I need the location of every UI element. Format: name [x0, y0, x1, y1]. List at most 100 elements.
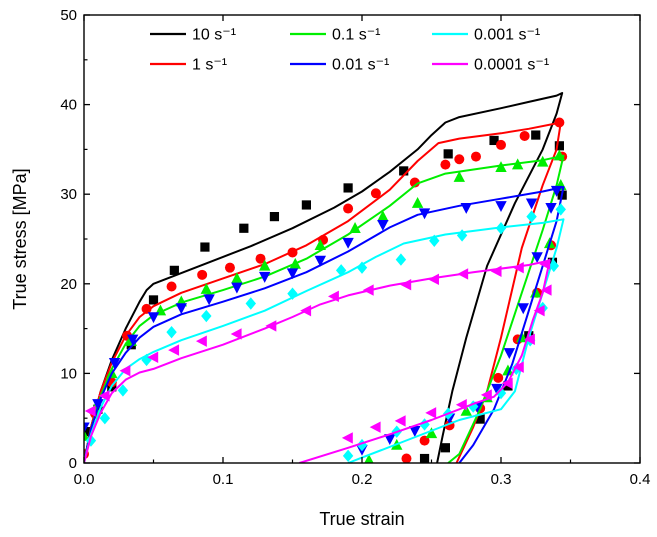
data-point	[341, 432, 353, 444]
data-point	[245, 297, 256, 310]
axes-frame	[83, 14, 641, 464]
data-point	[377, 210, 389, 222]
data-point	[553, 149, 566, 161]
data-point	[550, 185, 563, 197]
data-point	[231, 282, 243, 294]
data-point	[148, 295, 159, 305]
legend: 10 s⁻¹ 1 s⁻¹ 0.1 s⁻¹ 0.01 s⁻¹ 0.001 s⁻¹ 0.000…	[150, 27, 549, 74]
data-point	[548, 259, 560, 273]
data-point	[470, 151, 481, 162]
data-point	[491, 383, 503, 395]
data-point	[545, 202, 557, 214]
data-point	[526, 210, 537, 223]
data-point	[230, 328, 242, 340]
data-point	[335, 264, 347, 277]
data-point	[141, 303, 152, 314]
data-point	[531, 252, 543, 264]
series-line	[84, 154, 565, 463]
axes: 0.0 0.1 0.2 0.3 0.4 0 10 20 30 40 50	[60, 7, 650, 488]
data-point	[511, 158, 524, 170]
data-point	[141, 353, 152, 367]
data-point	[370, 188, 381, 199]
data-point	[554, 117, 565, 128]
data-point	[554, 141, 564, 151]
data-point	[418, 208, 431, 220]
data-point	[362, 284, 374, 296]
data-point	[490, 265, 502, 277]
data-point	[147, 312, 160, 324]
data-point	[224, 262, 235, 273]
y-tick-label: 50	[60, 7, 77, 24]
data-point	[343, 203, 354, 214]
data-point	[475, 414, 485, 424]
series-layer	[84, 92, 568, 463]
series-5	[84, 258, 552, 463]
data-point	[119, 365, 131, 377]
data-point	[301, 200, 311, 210]
x-tick-label: 0.0	[74, 471, 95, 488]
series-line	[84, 186, 565, 463]
data-point	[201, 309, 212, 323]
data-point	[454, 154, 465, 165]
data-point	[440, 443, 450, 453]
data-point	[197, 269, 208, 280]
data-point	[343, 183, 353, 193]
data-point	[457, 268, 469, 280]
data-point	[409, 426, 421, 437]
data-point	[425, 407, 437, 419]
data-point	[429, 234, 440, 247]
legend-label: 0.1 s⁻¹	[332, 27, 380, 44]
data-point	[460, 404, 472, 416]
data-point	[495, 161, 507, 173]
data-point	[84, 429, 90, 441]
data-point	[92, 399, 104, 411]
data-point	[400, 278, 412, 291]
data-point	[399, 166, 409, 176]
data-point	[314, 239, 326, 250]
x-axis-title: True strain	[319, 509, 404, 529]
data-point	[231, 272, 243, 284]
series-line	[84, 92, 564, 463]
data-point	[369, 421, 381, 433]
data-point	[495, 201, 507, 213]
x-tick-label: 0.4	[630, 471, 651, 488]
data-point	[411, 196, 424, 208]
data-point	[377, 219, 389, 231]
data-point	[495, 386, 507, 400]
data-point	[84, 427, 92, 437]
data-point	[166, 325, 177, 339]
data-point	[460, 202, 472, 214]
data-point	[384, 434, 396, 446]
data-point	[425, 427, 438, 439]
data-point	[287, 287, 298, 300]
data-point	[98, 390, 110, 402]
data-point	[531, 130, 541, 140]
data-point	[523, 333, 535, 346]
data-point	[540, 284, 552, 296]
data-point	[169, 265, 179, 275]
data-point	[126, 334, 139, 346]
data-point	[117, 384, 129, 397]
legend-label: 0.001 s⁻¹	[474, 27, 540, 44]
x-tick-label: 0.3	[491, 471, 512, 488]
data-point	[419, 453, 430, 463]
data-point	[175, 303, 187, 315]
data-point	[166, 281, 177, 292]
data-point	[480, 389, 492, 401]
data-point	[401, 453, 412, 463]
data-point	[395, 253, 407, 266]
data-point	[512, 361, 524, 373]
data-point	[168, 344, 180, 356]
legend-label: 0.01 s⁻¹	[332, 57, 389, 74]
data-point	[265, 320, 277, 332]
data-point	[394, 415, 406, 427]
y-tick-label: 10	[60, 365, 77, 382]
data-point	[289, 257, 301, 269]
data-point	[342, 237, 354, 249]
data-point	[525, 198, 538, 210]
data-point	[147, 351, 159, 363]
data-point	[255, 253, 266, 264]
legend-label: 0.0001 s⁻¹	[474, 57, 549, 74]
data-point	[443, 149, 453, 159]
data-point	[269, 212, 280, 222]
